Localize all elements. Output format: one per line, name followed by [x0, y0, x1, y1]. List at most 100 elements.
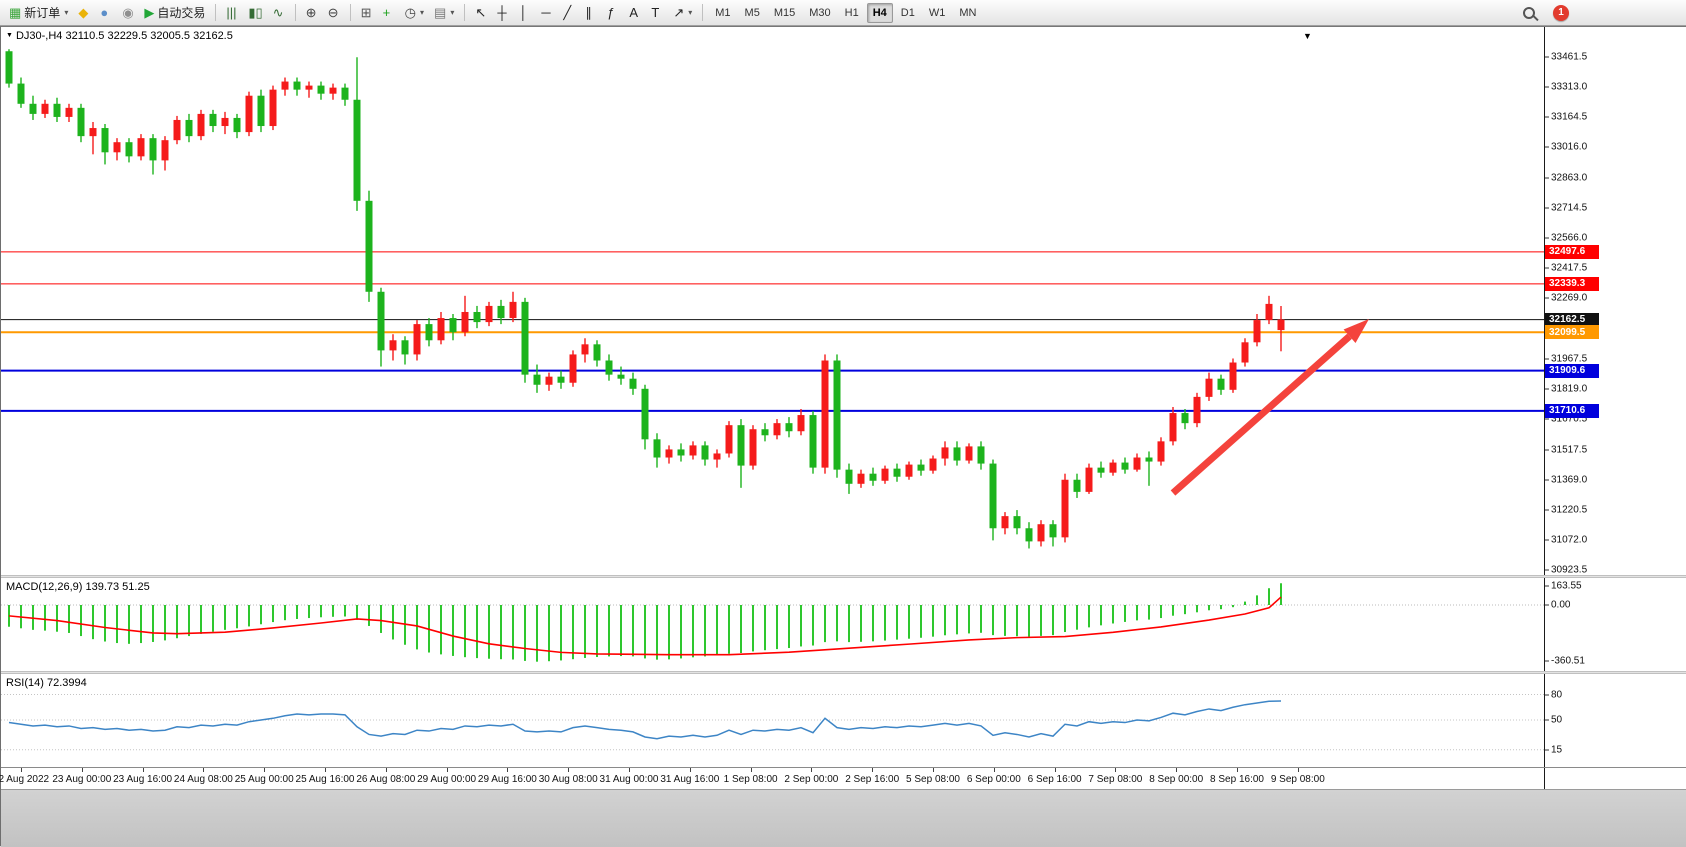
bull-candle — [65, 107, 73, 117]
price-axis-label: 33016.0 — [1551, 141, 1588, 153]
rsi-axis-label: 15 — [1551, 744, 1563, 756]
time-axis-label[interactable]: 2 Sep 16:00 — [845, 774, 900, 785]
line-chart-icon[interactable]: ∿ — [269, 2, 289, 24]
axis-tick — [1545, 449, 1549, 451]
auto-trading-button[interactable]: ▶ 自动交易 — [140, 2, 209, 24]
bear-candle — [737, 425, 745, 466]
timeframe-mn[interactable]: MN — [959, 6, 977, 19]
time-tick — [142, 768, 144, 772]
zoom-in-icon[interactable]: ⊕ — [302, 2, 322, 24]
time-axis-label[interactable]: 23 Aug 00:00 — [52, 774, 112, 785]
arrows-tool-icon[interactable]: ↗ ▾ — [669, 2, 696, 24]
timeframe-m15[interactable]: M15 — [773, 6, 796, 19]
symbol-collapse-icon[interactable]: ▼ — [6, 32, 13, 39]
timeframe-w1[interactable]: W1 — [928, 6, 946, 19]
bear-candle — [1013, 516, 1021, 529]
time-axis-label[interactable]: 1 Sep 08:00 — [723, 774, 778, 785]
axis-tick — [1545, 585, 1549, 587]
time-axis-label[interactable]: 8 Sep 16:00 — [1210, 774, 1264, 785]
time-axis-label[interactable]: 25 Aug 00:00 — [234, 774, 294, 785]
time-axis-label[interactable]: 6 Sep 16:00 — [1027, 774, 1082, 785]
timeframe-m5[interactable]: M5 — [744, 6, 760, 19]
time-axis-label[interactable]: 5 Sep 08:00 — [906, 774, 960, 785]
timeframe-m30[interactable]: M30 — [809, 6, 831, 19]
trendline-icon[interactable]: ╱ — [559, 2, 579, 24]
trend-arrow[interactable] — [1170, 333, 1352, 496]
timeframe-h4[interactable]: H4 — [866, 2, 893, 23]
bars-chart-icon[interactable]: ||| — [222, 2, 242, 24]
crosshair-icon[interactable]: ┼ — [493, 2, 513, 24]
indicators-icon: + — [382, 5, 391, 20]
horizontal-line-icon[interactable]: ─ — [537, 2, 557, 24]
bear-candle — [593, 344, 601, 361]
trendline-icon: ╱ — [563, 5, 572, 20]
time-axis-label[interactable]: 26 Aug 08:00 — [356, 774, 416, 785]
time-axis-label[interactable]: 7 Sep 08:00 — [1088, 774, 1143, 785]
indicators-icon[interactable]: + — [379, 2, 399, 24]
search-icon[interactable] — [1523, 6, 1535, 19]
vertical-line-icon[interactable]: │ — [515, 2, 535, 24]
time-tick — [385, 768, 387, 772]
horizontal-line-icon: ─ — [541, 5, 551, 20]
rsi-canvas[interactable] — [1, 674, 1544, 767]
dropdown-caret-icon: ▾ — [688, 8, 693, 17]
label-icon: T — [651, 5, 660, 20]
panel-splitter[interactable] — [1, 575, 1686, 578]
bull-candle — [545, 376, 553, 385]
chat-icon: ● — [100, 5, 109, 20]
timeframe-m1[interactable]: M1 — [715, 6, 731, 19]
time-axis-label[interactable]: 31 Aug 16:00 — [660, 774, 720, 785]
price-axis-label: 31670.5 — [1551, 413, 1588, 425]
time-tick — [872, 768, 874, 772]
timeframe-d1[interactable]: D1 — [900, 6, 915, 19]
toolbar: ▦ 新订单 ▾ ◆ ● ◉ ▶ 自动交易 ||| ▮▯ ∿ ⊕ ⊖ ⊞ + ◷ ▾ ▤ ▾ ↖ ┼ │ ─ ╱ ∥ ƒ A T ↗ ▾ M1… — [0, 0, 1686, 26]
channel-icon[interactable]: ∥ — [581, 2, 601, 24]
bull-candle — [1277, 319, 1285, 331]
time-axis-label[interactable]: 24 Aug 08:00 — [173, 774, 233, 785]
time-axis-label[interactable]: 6 Sep 00:00 — [966, 774, 1021, 785]
periods-icon[interactable]: ◷ ▾ — [401, 2, 428, 24]
candles-chart-icon[interactable]: ▮▯ — [244, 2, 266, 24]
time-axis-label[interactable]: 8 Sep 00:00 — [1149, 774, 1204, 785]
macd-canvas[interactable] — [1, 578, 1544, 671]
label-icon[interactable]: T — [647, 2, 667, 24]
time-axis-label[interactable]: 29 Aug 00:00 — [417, 774, 477, 785]
time-axis-label[interactable]: 2 Sep 00:00 — [784, 774, 839, 785]
time-axis-label[interactable]: 22 Aug 2022 — [0, 774, 50, 785]
zoom-out-icon[interactable]: ⊖ — [324, 2, 344, 24]
tile-windows-icon[interactable]: ⊞ — [357, 2, 377, 24]
text-icon[interactable]: A — [625, 2, 645, 24]
time-tick — [568, 768, 570, 772]
chart-shift-marker-icon[interactable]: ▼ — [1303, 31, 1312, 41]
time-axis-label[interactable]: 29 Aug 16:00 — [477, 774, 537, 785]
bull-candle — [413, 324, 421, 355]
time-axis-label[interactable]: 25 Aug 16:00 — [295, 774, 355, 785]
chat-icon[interactable]: ● — [96, 2, 116, 24]
mql5-community-icon[interactable]: ◆ — [74, 2, 94, 24]
time-axis-label[interactable]: 23 Aug 16:00 — [113, 774, 173, 785]
time-axis-label[interactable]: 31 Aug 00:00 — [599, 774, 659, 785]
notification-badge[interactable]: 1 — [1553, 4, 1569, 21]
templates-icon[interactable]: ▤ ▾ — [430, 2, 458, 24]
time-axis-label[interactable]: 30 Aug 08:00 — [538, 774, 598, 785]
main-chart-canvas[interactable]: ▼ — [1, 27, 1544, 575]
time-axis-label[interactable]: 9 Sep 08:00 — [1270, 774, 1325, 785]
fibonacci-icon: ƒ — [607, 5, 615, 20]
news-icon[interactable]: ◉ — [118, 2, 138, 24]
timeframe-h1[interactable]: H1 — [844, 6, 859, 19]
cursor-icon[interactable]: ↖ — [471, 2, 491, 24]
new-order-button[interactable]: ▦ 新订单 ▾ — [5, 2, 72, 24]
bear-candle — [1145, 457, 1153, 462]
bear-candle — [353, 99, 361, 201]
chart-title: ▼ DJ30-,H4 32110.5 32229.5 32005.5 32162.… — [6, 30, 233, 42]
bear-candle — [1097, 467, 1105, 473]
bear-candle — [17, 83, 25, 104]
bull-candle — [245, 95, 253, 133]
panel-splitter[interactable] — [1, 671, 1686, 674]
axis-tick — [1545, 749, 1549, 751]
fibonacci-icon[interactable]: ƒ — [603, 2, 623, 24]
price-axis-label: 31517.5 — [1551, 444, 1588, 456]
bull-candle — [281, 81, 289, 90]
bull-candle — [269, 89, 277, 127]
bear-candle — [1049, 524, 1057, 538]
